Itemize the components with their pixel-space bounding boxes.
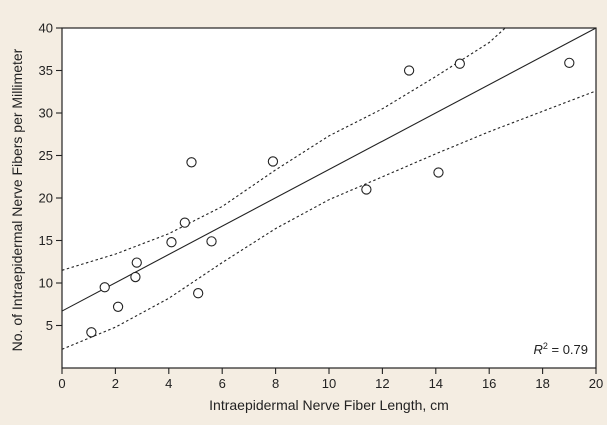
data-point xyxy=(267,156,279,167)
data-point xyxy=(179,217,190,228)
y-tick-label: 20 xyxy=(39,191,53,206)
x-tick-label: 0 xyxy=(58,376,65,391)
data-point xyxy=(454,58,465,69)
x-tick-label: 8 xyxy=(272,376,279,391)
data-point xyxy=(403,65,415,76)
regression-line xyxy=(61,27,597,312)
y-axis-title: No. of Intraepidermal Nerve Fibers per M… xyxy=(9,48,25,351)
data-point xyxy=(206,236,217,247)
r-value: = 0.79 xyxy=(548,342,588,357)
x-tick-label: 2 xyxy=(112,376,119,391)
data-point xyxy=(193,288,204,299)
y-tick-label: 30 xyxy=(39,106,53,121)
data-point xyxy=(564,57,575,68)
x-tick-label: 20 xyxy=(589,376,603,391)
x-tick-label: 6 xyxy=(219,376,226,391)
y-tick-label: 5 xyxy=(46,318,53,333)
x-tick-label: 10 xyxy=(322,376,336,391)
data-point xyxy=(86,327,97,338)
y-tick-label: 10 xyxy=(39,276,53,291)
y-tick-label: 35 xyxy=(39,63,53,78)
r-symbol: R xyxy=(533,342,542,357)
x-tick-label: 18 xyxy=(535,376,549,391)
data-point xyxy=(131,257,142,268)
data-point xyxy=(112,301,124,312)
plot-frame xyxy=(61,27,597,369)
x-tick-label: 4 xyxy=(165,376,172,391)
y-tick-label: 40 xyxy=(39,21,53,36)
x-tick-label: 14 xyxy=(429,376,443,391)
y-tick-label: 25 xyxy=(39,148,53,163)
x-tick-label: 16 xyxy=(482,376,496,391)
data-point xyxy=(99,282,110,293)
data-point xyxy=(130,271,141,283)
y-tick-label: 15 xyxy=(39,233,53,248)
axes: 0 2 4 6 8 10 12 14 16 18 20 5 10 15 20 25 30 35 40 xyxy=(39,21,604,392)
plot-area xyxy=(61,27,597,369)
r-superscript: 2 xyxy=(543,341,548,351)
data-point xyxy=(361,184,372,195)
data-point xyxy=(186,157,197,168)
x-axis-title: Intraepidermal Nerve Fiber Length, cm xyxy=(209,397,449,413)
data-point xyxy=(166,237,177,248)
x-tick-label: 12 xyxy=(375,376,389,391)
data-point xyxy=(433,167,444,178)
confidence-band-lower xyxy=(61,90,597,350)
r-squared-annotation: R2 = 0.79 xyxy=(533,341,588,357)
